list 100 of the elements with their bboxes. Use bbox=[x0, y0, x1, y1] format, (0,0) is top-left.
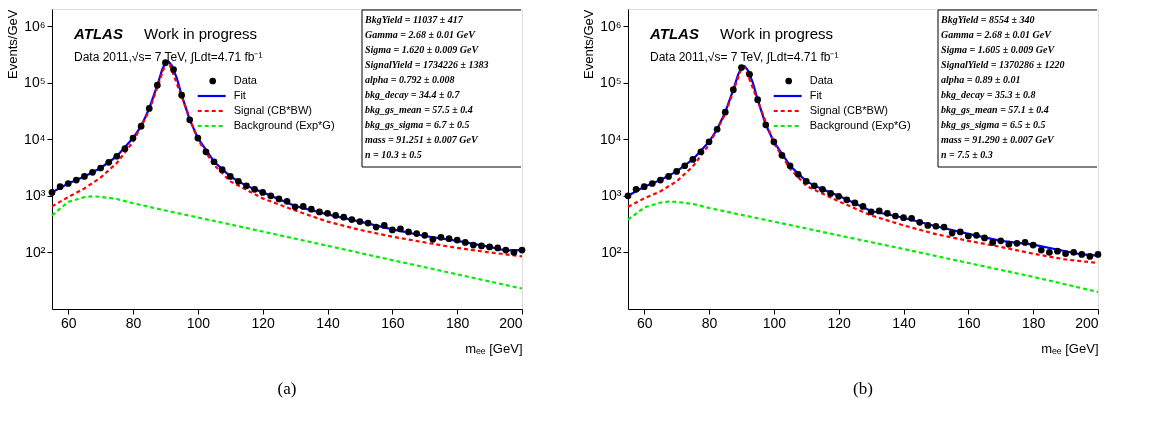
point bbox=[235, 178, 242, 185]
annotation: BkgYield = 11037 ± 417 bbox=[364, 14, 464, 25]
annotation: bkg_gs_mean = 57.5 ± 0.4 bbox=[365, 104, 473, 115]
y-axis-title: Events/GeV bbox=[4, 9, 20, 79]
x-tick-label: 120 bbox=[251, 314, 276, 331]
annotation: Gamma = 2.68 ± 0.01 GeV bbox=[941, 29, 1053, 40]
point bbox=[1054, 247, 1061, 255]
annotation: BkgYield = 8554 ± 340 bbox=[940, 14, 1035, 25]
point bbox=[997, 237, 1005, 245]
point bbox=[283, 197, 291, 205]
point bbox=[251, 186, 258, 193]
point bbox=[421, 232, 429, 239]
point bbox=[470, 241, 477, 249]
point bbox=[388, 226, 396, 234]
point bbox=[1086, 253, 1094, 260]
point bbox=[372, 223, 380, 231]
point bbox=[518, 246, 526, 254]
point bbox=[364, 219, 372, 227]
point bbox=[202, 148, 210, 156]
point bbox=[64, 180, 72, 187]
y-tick-label: 10³ bbox=[601, 187, 622, 204]
x-tick-label: 140 bbox=[316, 314, 340, 331]
point bbox=[486, 243, 493, 251]
point bbox=[121, 145, 129, 153]
x-tick-label: 60 bbox=[60, 314, 77, 331]
point bbox=[932, 222, 940, 230]
point bbox=[218, 166, 226, 173]
point bbox=[973, 232, 980, 239]
point bbox=[956, 228, 964, 236]
x-axis-title: mₑₑ [GeV] bbox=[1041, 340, 1099, 356]
point bbox=[729, 86, 737, 94]
point bbox=[461, 239, 469, 246]
point bbox=[437, 233, 445, 241]
point bbox=[105, 159, 113, 166]
point bbox=[665, 173, 672, 180]
text: (a) bbox=[277, 379, 297, 398]
annotation: n = 7.5 ± 0.3 bbox=[941, 149, 993, 160]
x-axis-title: mₑₑ [GeV] bbox=[465, 340, 523, 356]
annotation: ATLAS bbox=[649, 25, 699, 42]
point bbox=[380, 222, 388, 229]
point bbox=[843, 196, 851, 204]
legend-label: Data bbox=[233, 74, 258, 86]
point bbox=[307, 205, 315, 213]
x-tick-label: 180 bbox=[1021, 314, 1046, 331]
legend-label: Background (Exp*G) bbox=[233, 119, 335, 131]
point bbox=[746, 71, 753, 78]
point bbox=[494, 244, 502, 252]
y-tick-label: 10⁵ bbox=[24, 74, 46, 91]
point bbox=[981, 234, 988, 242]
point bbox=[762, 121, 770, 129]
point bbox=[705, 138, 713, 146]
y-tick-label: 10⁴ bbox=[599, 130, 622, 147]
point bbox=[324, 210, 331, 217]
annotation: n = 10.3 ± 0.5 bbox=[365, 149, 422, 160]
point bbox=[794, 170, 802, 178]
point bbox=[316, 208, 323, 216]
point bbox=[624, 192, 632, 200]
annotation: SignalYield = 1734226 ± 1383 bbox=[365, 59, 489, 70]
point bbox=[697, 148, 705, 156]
y-tick-label: 10⁵ bbox=[600, 74, 622, 91]
point bbox=[72, 176, 80, 184]
point bbox=[989, 239, 997, 246]
point bbox=[908, 214, 915, 222]
annotation: Gamma = 2.68 ± 0.01 GeV bbox=[365, 29, 477, 40]
legend-label: Background (Exp*G) bbox=[809, 119, 911, 131]
point bbox=[819, 186, 826, 193]
point bbox=[964, 232, 972, 240]
point bbox=[916, 218, 924, 226]
annotation: bkg_gs_sigma = 6.7 ± 0.5 bbox=[365, 119, 470, 130]
point bbox=[1062, 250, 1069, 258]
point bbox=[267, 192, 275, 200]
point bbox=[713, 125, 721, 133]
annotation: SignalYield = 1370286 ± 1220 bbox=[941, 59, 1065, 70]
annotation: Sigma = 1.620 ± 0.009 GeV bbox=[365, 44, 480, 55]
point bbox=[721, 108, 729, 116]
point bbox=[754, 96, 762, 104]
point bbox=[397, 225, 404, 233]
y-tick-label: 10⁶ bbox=[600, 17, 622, 34]
x-tick-label: 160 bbox=[381, 314, 405, 331]
legend-label: Signal (CB*BW) bbox=[809, 104, 888, 116]
point bbox=[194, 134, 202, 142]
annotation: alpha = 0.792 ± 0.008 bbox=[365, 74, 455, 85]
x-tick-label: 60 bbox=[636, 314, 653, 331]
point bbox=[145, 105, 153, 112]
point bbox=[940, 223, 948, 231]
point bbox=[802, 178, 810, 185]
point bbox=[291, 203, 299, 211]
point bbox=[883, 210, 891, 217]
annotation: bkg_gs_mean = 57.1 ± 0.4 bbox=[941, 104, 1049, 115]
line-series bbox=[626, 200, 1100, 294]
point bbox=[632, 186, 640, 193]
point bbox=[348, 216, 356, 223]
point bbox=[332, 212, 339, 219]
annotation: bkg_decay = 34.4 ± 0.7 bbox=[365, 89, 461, 100]
annotation: Work in progress bbox=[720, 25, 834, 42]
annotation: ATLAS bbox=[73, 25, 123, 42]
point bbox=[113, 152, 121, 160]
x-tick-label: 200 bbox=[1075, 314, 1099, 331]
point bbox=[738, 64, 745, 71]
point bbox=[259, 189, 267, 196]
